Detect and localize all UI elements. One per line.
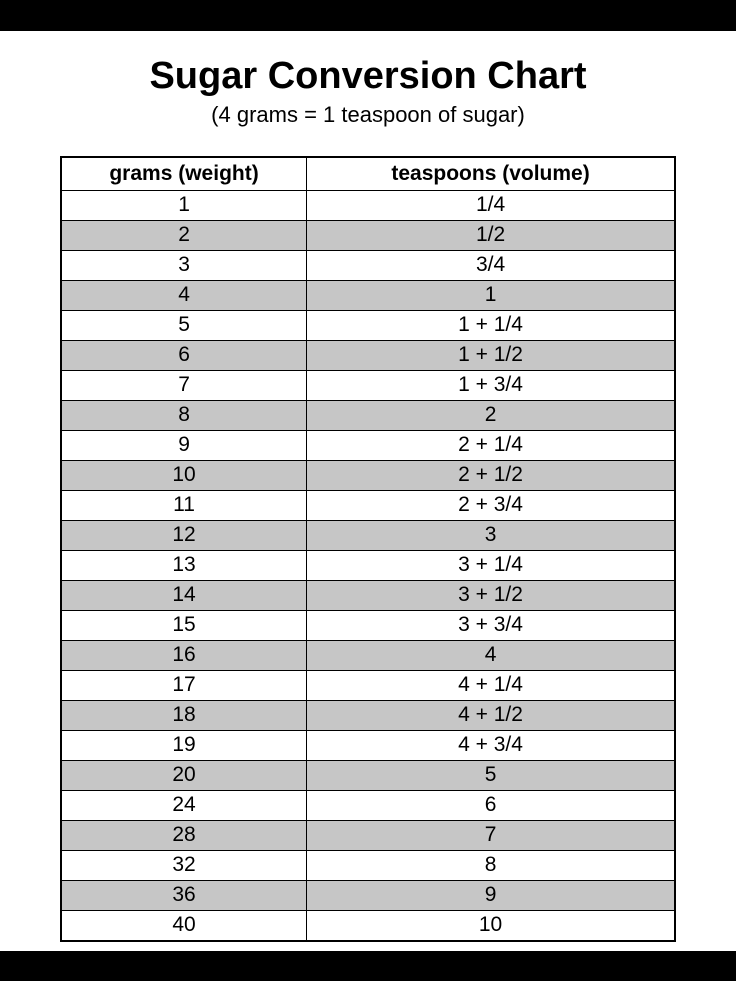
cell-grams: 13 [61, 550, 307, 580]
cell-teaspoons: 4 + 1/4 [307, 670, 675, 700]
table-row: 194 + 3/4 [61, 730, 675, 760]
document-page: Sugar Conversion Chart (4 grams = 1 teas… [0, 31, 736, 951]
cell-grams: 18 [61, 700, 307, 730]
table-row: 123 [61, 520, 675, 550]
table-row: 287 [61, 820, 675, 850]
table-row: 41 [61, 280, 675, 310]
cell-grams: 20 [61, 760, 307, 790]
cell-grams: 15 [61, 610, 307, 640]
table-row: 164 [61, 640, 675, 670]
cell-teaspoons: 5 [307, 760, 675, 790]
cell-grams: 11 [61, 490, 307, 520]
cell-teaspoons: 3/4 [307, 250, 675, 280]
cell-grams: 17 [61, 670, 307, 700]
cell-teaspoons: 2 + 3/4 [307, 490, 675, 520]
cell-teaspoons: 7 [307, 820, 675, 850]
cell-teaspoons: 2 + 1/2 [307, 460, 675, 490]
cell-teaspoons: 3 [307, 520, 675, 550]
cell-grams: 3 [61, 250, 307, 280]
table-row: 4010 [61, 910, 675, 941]
conversion-table: grams (weight) teaspoons (volume) 11/421… [60, 156, 676, 942]
cell-grams: 24 [61, 790, 307, 820]
table-row: 205 [61, 760, 675, 790]
cell-teaspoons: 2 + 1/4 [307, 430, 675, 460]
cell-teaspoons: 4 + 3/4 [307, 730, 675, 760]
cell-grams: 40 [61, 910, 307, 941]
table-row: 328 [61, 850, 675, 880]
table-row: 51 + 1/4 [61, 310, 675, 340]
cell-grams: 9 [61, 430, 307, 460]
table-row: 21/2 [61, 220, 675, 250]
table-row: 112 + 3/4 [61, 490, 675, 520]
table-row: 82 [61, 400, 675, 430]
cell-grams: 28 [61, 820, 307, 850]
table-row: 92 + 1/4 [61, 430, 675, 460]
table-row: 246 [61, 790, 675, 820]
cell-grams: 16 [61, 640, 307, 670]
table-body: 11/421/233/44151 + 1/461 + 1/271 + 3/482… [61, 190, 675, 941]
table-row: 71 + 3/4 [61, 370, 675, 400]
table-row: 102 + 1/2 [61, 460, 675, 490]
cell-teaspoons: 2 [307, 400, 675, 430]
cell-grams: 10 [61, 460, 307, 490]
cell-grams: 19 [61, 730, 307, 760]
cell-grams: 14 [61, 580, 307, 610]
cell-teaspoons: 9 [307, 880, 675, 910]
cell-grams: 7 [61, 370, 307, 400]
table-header-row: grams (weight) teaspoons (volume) [61, 157, 675, 191]
cell-teaspoons: 1 + 1/2 [307, 340, 675, 370]
cell-grams: 32 [61, 850, 307, 880]
chart-subtitle: (4 grams = 1 teaspoon of sugar) [60, 102, 676, 128]
table-row: 184 + 1/2 [61, 700, 675, 730]
cell-teaspoons: 1 + 1/4 [307, 310, 675, 340]
column-header-teaspoons: teaspoons (volume) [307, 157, 675, 191]
cell-teaspoons: 3 + 1/4 [307, 550, 675, 580]
cell-teaspoons: 1/4 [307, 190, 675, 220]
cell-teaspoons: 4 [307, 640, 675, 670]
cell-teaspoons: 8 [307, 850, 675, 880]
cell-grams: 8 [61, 400, 307, 430]
table-row: 143 + 1/2 [61, 580, 675, 610]
table-row: 11/4 [61, 190, 675, 220]
cell-teaspoons: 10 [307, 910, 675, 941]
table-row: 61 + 1/2 [61, 340, 675, 370]
cell-teaspoons: 1/2 [307, 220, 675, 250]
table-row: 153 + 3/4 [61, 610, 675, 640]
cell-grams: 36 [61, 880, 307, 910]
cell-teaspoons: 1 [307, 280, 675, 310]
table-row: 174 + 1/4 [61, 670, 675, 700]
cell-teaspoons: 6 [307, 790, 675, 820]
table-row: 133 + 1/4 [61, 550, 675, 580]
cell-grams: 2 [61, 220, 307, 250]
table-row: 33/4 [61, 250, 675, 280]
cell-teaspoons: 3 + 3/4 [307, 610, 675, 640]
cell-teaspoons: 1 + 3/4 [307, 370, 675, 400]
cell-teaspoons: 4 + 1/2 [307, 700, 675, 730]
cell-grams: 4 [61, 280, 307, 310]
cell-teaspoons: 3 + 1/2 [307, 580, 675, 610]
chart-title: Sugar Conversion Chart [60, 55, 676, 98]
cell-grams: 5 [61, 310, 307, 340]
table-row: 369 [61, 880, 675, 910]
cell-grams: 6 [61, 340, 307, 370]
cell-grams: 12 [61, 520, 307, 550]
column-header-grams: grams (weight) [61, 157, 307, 191]
cell-grams: 1 [61, 190, 307, 220]
